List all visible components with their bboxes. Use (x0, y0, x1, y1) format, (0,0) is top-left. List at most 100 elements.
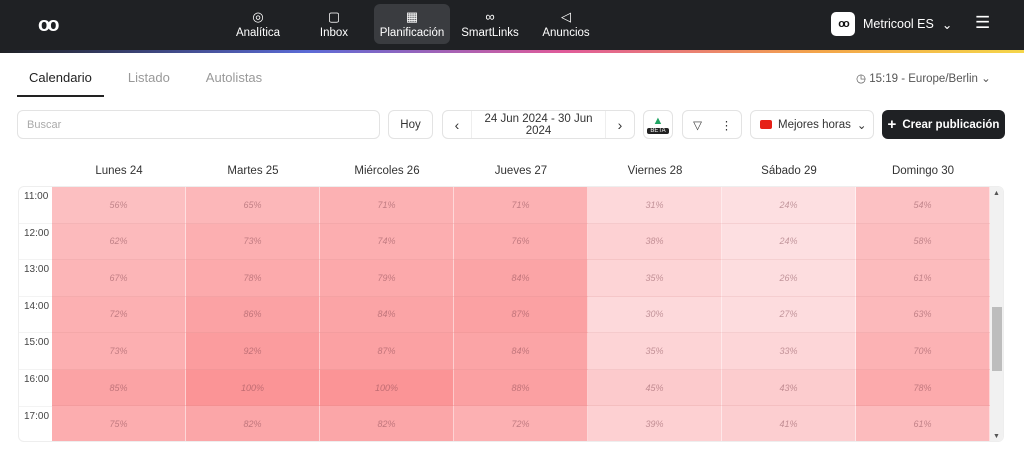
heatmap-cell[interactable]: 24% (722, 223, 856, 261)
heatmap-cell[interactable]: 72% (52, 296, 186, 334)
search-input[interactable]: Buscar (17, 110, 380, 139)
heatmap-cell[interactable]: 100% (320, 369, 454, 407)
heatmap-cell[interactable]: 82% (186, 406, 320, 441)
day-header: Domingo 30 (891, 165, 954, 177)
tab-autolistas[interactable]: Autolistas (205, 70, 263, 85)
tab-listado[interactable]: Listado (127, 70, 170, 85)
nav-anuncios[interactable]: ◁ Anuncios (530, 4, 602, 44)
heatmap-cell[interactable]: 84% (320, 296, 454, 334)
heatmap-cell[interactable]: 33% (722, 333, 856, 370)
account-name: Metricool ES (863, 17, 934, 31)
next-week-button[interactable]: › (617, 116, 623, 133)
timezone-label: 15:19 - Europe/Berlin (869, 73, 978, 85)
hour-label: 16:00 (19, 370, 53, 407)
heatmap-cell[interactable]: 35% (588, 333, 722, 370)
heatmap-cell[interactable]: 82% (320, 406, 454, 441)
heatmap-cell[interactable]: 84% (454, 333, 588, 370)
heatmap-cell[interactable]: 75% (52, 406, 186, 441)
create-post-button[interactable]: + Crear publicación (882, 110, 1005, 139)
more-options-icon[interactable]: ⋮ (720, 119, 733, 132)
scroll-up-icon[interactable]: ▲ (993, 190, 1000, 197)
prev-week-button[interactable]: ‹ (454, 116, 460, 133)
account-avatar: oo (831, 12, 855, 36)
heatmap-cell[interactable]: 43% (722, 369, 856, 407)
metricool-logo[interactable]: oo (38, 14, 60, 36)
account-switcher[interactable]: oo Metricool ES ⌄ (831, 12, 952, 36)
date-range-label[interactable]: 24 Jun 2024 - 30 Jun 2024 (471, 111, 606, 138)
nav-label: SmartLinks (461, 26, 519, 39)
heatmap-cell[interactable]: 45% (588, 369, 722, 407)
heatmap-cell[interactable]: 62% (52, 223, 186, 261)
nav-label: Inbox (319, 26, 349, 39)
heatmap-cell[interactable]: 65% (186, 187, 320, 224)
day-header: Lunes 24 (95, 165, 143, 177)
best-hours-label: Mejores horas (778, 118, 851, 131)
heatmap-cell[interactable]: 78% (856, 369, 990, 407)
heatmap-cell[interactable]: 76% (454, 223, 588, 261)
heatmap-cell[interactable]: 24% (722, 187, 856, 224)
heatmap-cell[interactable]: 88% (454, 369, 588, 407)
day-header: Jueves 27 (494, 165, 548, 177)
timezone-selector[interactable]: ◷ 15:19 - Europe/Berlin ⌄ (856, 71, 991, 85)
nav-analítica[interactable]: ◎ Analítica (222, 4, 294, 44)
heatmap-cell[interactable]: 71% (454, 187, 588, 224)
megaphone-icon: ◁ (561, 8, 571, 24)
heatmap-cell[interactable]: 61% (856, 260, 990, 297)
hour-label: 12:00 (19, 224, 53, 261)
heatmap-cell[interactable]: 73% (186, 223, 320, 261)
plus-icon: + (887, 116, 897, 133)
nav-smartlinks[interactable]: ∞ SmartLinks (454, 4, 526, 44)
tab-calendario[interactable]: Calendario (17, 66, 104, 97)
heatmap-cell[interactable]: 85% (52, 369, 186, 407)
day-headers: Lunes 24 Martes 25 Miércoles 26 Jueves 27 Vi… (52, 165, 990, 177)
nav-inbox[interactable]: ▢ Inbox (298, 4, 370, 44)
heatmap-cell[interactable]: 87% (320, 333, 454, 370)
heatmap-cell[interactable]: 73% (52, 333, 186, 370)
hour-label: 13:00 (19, 260, 53, 297)
heatmap-cell[interactable]: 39% (588, 406, 722, 441)
heatmap-cell[interactable]: 84% (454, 260, 588, 297)
nav-label: Planificación (379, 26, 445, 39)
google-drive-button[interactable]: ▲ BETA (643, 110, 673, 139)
view-tabs: Calendario Listado Autolistas (17, 66, 286, 97)
heatmap-cell[interactable]: 100% (186, 369, 320, 407)
nav-planificación[interactable]: ▦ Planificación (374, 4, 450, 44)
heatmap-cell[interactable]: 67% (52, 260, 186, 297)
heatmap-cell[interactable]: 27% (722, 296, 856, 334)
hamburger-menu-icon[interactable]: ☰ (975, 13, 991, 32)
filter-icon[interactable]: ▽ (693, 119, 702, 132)
heatmap-cell[interactable]: 87% (454, 296, 588, 334)
heatmap-cell[interactable]: 54% (856, 187, 990, 224)
vertical-scrollbar[interactable]: ▲ ▼ (990, 187, 1003, 441)
heatmap-cell[interactable]: 78% (186, 260, 320, 297)
heatmap-cell[interactable]: 31% (588, 187, 722, 224)
heatmap-cell[interactable]: 41% (722, 406, 856, 441)
hour-labels: 11:00 12:00 13:00 14:00 15:00 16:00 17:00 (19, 187, 53, 441)
heatmap-cell[interactable]: 61% (856, 406, 990, 441)
day-header: Martes 25 (227, 165, 279, 177)
heatmap-cell[interactable]: 79% (320, 260, 454, 297)
heatmap-cell[interactable]: 56% (52, 187, 186, 224)
chevron-down-icon: ⌄ (856, 119, 867, 132)
heatmap-cell[interactable]: 26% (722, 260, 856, 297)
heatmap-cell[interactable]: 70% (856, 333, 990, 370)
nav-label: Analítica (235, 26, 281, 39)
heatmap-cell[interactable]: 58% (856, 223, 990, 261)
youtube-icon (760, 120, 772, 129)
heatmap-cell[interactable]: 38% (588, 223, 722, 261)
heatmap-cell[interactable]: 92% (186, 333, 320, 370)
heatmap-cell[interactable]: 72% (454, 406, 588, 441)
scroll-down-icon[interactable]: ▼ (993, 433, 1000, 440)
heatmap-cell[interactable]: 35% (588, 260, 722, 297)
heatmap-cell[interactable]: 63% (856, 296, 990, 334)
heatmap-cell[interactable]: 71% (320, 187, 454, 224)
best-hours-dropdown[interactable]: Mejores horas ⌄ (750, 110, 874, 139)
heatmap-cell[interactable]: 30% (588, 296, 722, 334)
inbox-icon: ▢ (327, 8, 341, 24)
scrollbar-thumb[interactable] (992, 307, 1002, 371)
today-button[interactable]: Hoy (388, 110, 433, 139)
best-hours-heatmap: 11:00 12:00 13:00 14:00 15:00 16:00 17:00 56% 6… (18, 186, 1004, 442)
heatmap-cell[interactable]: 86% (186, 296, 320, 334)
hour-label: 14:00 (19, 297, 53, 334)
heatmap-cell[interactable]: 74% (320, 223, 454, 261)
